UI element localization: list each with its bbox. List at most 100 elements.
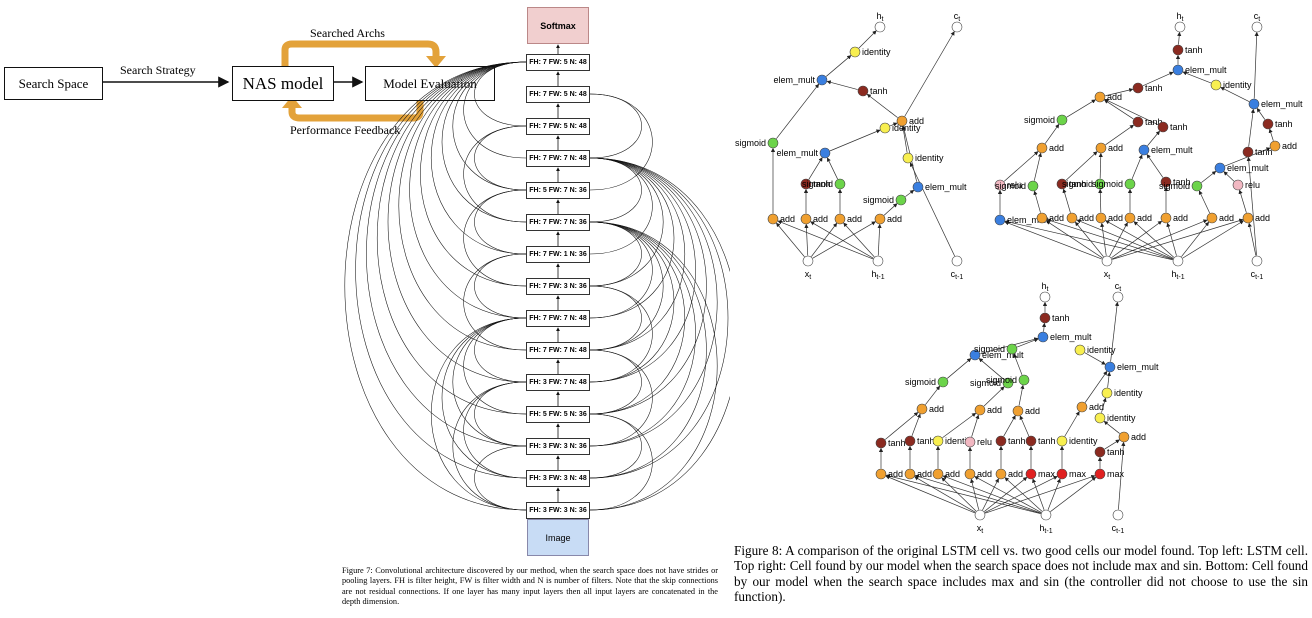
lstm-node-identity	[1094, 412, 1106, 424]
lstm-node-label: identity	[1107, 413, 1136, 423]
lstm-edge	[1118, 441, 1126, 510]
lstm-node-label: add	[1255, 213, 1270, 223]
lstm-edge	[1050, 476, 1097, 512]
lstm-edge	[1253, 31, 1259, 99]
nas-pipeline-diagram	[103, 40, 446, 122]
lstm-node-label: add	[1173, 213, 1188, 223]
lstm-node-tanh	[904, 435, 916, 447]
lstm-edge	[829, 129, 881, 152]
lstm-edge	[885, 474, 1041, 515]
lstm-edge	[889, 122, 898, 127]
lstm-node-label: add	[929, 404, 944, 414]
lstm-node-label: elem_mult	[1261, 99, 1303, 109]
lstm-edge	[1066, 99, 1096, 118]
lstm-node-add	[932, 468, 944, 480]
lstm-node-max	[1056, 468, 1068, 480]
cnn-skip-connection	[463, 125, 527, 223]
lstm-edge	[1004, 219, 1173, 261]
lstm-edge	[1268, 128, 1274, 141]
lstm-node-x-t	[974, 509, 986, 521]
lstm-node-h-t	[1174, 21, 1186, 33]
lstm-edge	[1198, 190, 1210, 214]
lstm-edge	[1003, 415, 1016, 437]
lstm-node-label: sigmoid	[995, 181, 1026, 191]
lstm-node-label: identity	[1069, 436, 1098, 446]
lstm-io-label: ct-1	[1251, 269, 1264, 281]
lstm-node-elem-mult	[994, 214, 1006, 226]
lstm-node-elem-mult	[816, 74, 828, 86]
lstm-node-sigmoid	[895, 194, 907, 206]
lstm-node-identity	[1074, 344, 1086, 356]
lstm-node-sigmoid	[1006, 343, 1018, 355]
lstm-node-label: add	[887, 214, 902, 224]
lstm-edge	[1046, 220, 1103, 259]
lstm-edge	[982, 478, 999, 511]
lstm-node-elem-mult	[1172, 64, 1184, 76]
lstm-node-label: tanh	[917, 436, 935, 446]
cnn-layer-11: FH: 3 FW: 7 N: 48	[526, 374, 590, 391]
lstm-edge	[914, 474, 1041, 514]
lstm-node-label: add	[909, 116, 924, 126]
lstm-node-label: tanh	[1170, 122, 1188, 132]
lstm-node-label: add	[1049, 213, 1064, 223]
lstm-node-label: identity	[892, 123, 921, 133]
lstm-node-label: tanh	[1052, 313, 1070, 323]
lstm-edge	[810, 221, 874, 259]
lstm-edge	[978, 358, 1005, 380]
cnn-layer-8: FH: 7 FW: 3 N: 36	[526, 278, 590, 295]
cnn-skip-connection	[430, 61, 527, 255]
lstm-node-label: add	[1137, 213, 1152, 223]
lstm-node-identity	[879, 122, 891, 134]
search-space-box: Search Space	[4, 67, 103, 100]
lstm-node-c-t-1	[1251, 255, 1263, 267]
lstm-edge	[971, 414, 980, 437]
cnn-skip-connection	[474, 445, 527, 511]
lstm-node-label: add	[987, 405, 1002, 415]
lstm-edge	[1133, 221, 1175, 258]
lstm-node-label: add	[813, 214, 828, 224]
lstm-node-add	[904, 468, 916, 480]
cnn-skip-connection	[463, 317, 527, 415]
lstm-node-label: add	[1107, 92, 1122, 102]
lstm-edge	[1104, 99, 1134, 120]
lstm-node-add	[834, 213, 846, 225]
lstm-node-label: elem_mult	[1007, 215, 1049, 225]
lstm-node-label: relu	[1007, 180, 1022, 190]
lstm-edge	[1098, 188, 1103, 213]
lstm-node-add	[1242, 212, 1254, 224]
lstm-io-label: ct-1	[1112, 523, 1125, 535]
cnn-skip-connection	[398, 61, 527, 351]
lstm-node-label: tanh	[813, 179, 831, 189]
performance-feedback-label: Performance Feedback	[290, 123, 401, 137]
lstm-node-add	[1124, 212, 1136, 224]
lstm-node-sigmoid	[1027, 180, 1039, 192]
lstm-node-label: elem_mult	[982, 350, 1024, 360]
lstm-node-add	[875, 468, 887, 480]
lstm-node-label: max	[1069, 469, 1087, 479]
lstm-edge	[776, 222, 805, 257]
model-evaluation-box: Model Evaluation	[365, 66, 495, 101]
lstm-edge	[909, 162, 955, 257]
lstm-io-label: ht	[877, 11, 884, 23]
lstm-node-label: sigmoid	[1062, 179, 1093, 189]
lstm-node-x-t	[802, 255, 814, 267]
cnn-layer-13: FH: 3 FW: 3 N: 36	[526, 438, 590, 455]
lstm-node-add	[964, 468, 976, 480]
lstm-node-identity	[1210, 79, 1222, 91]
lstm-edge	[1166, 222, 1177, 256]
lstm-node-label: identity	[1114, 388, 1143, 398]
lstm-node-label: add	[945, 469, 960, 479]
lstm-node-label: tanh	[1008, 436, 1026, 446]
cnn-skip-connection	[589, 221, 653, 319]
lstm-node-sigmoid	[834, 178, 846, 190]
lstm-node-label: sigmoid	[974, 344, 1005, 354]
lstm-node-label: max	[1038, 469, 1056, 479]
lstm-node-tanh	[1056, 178, 1068, 190]
cnn-skip-connections	[344, 44, 730, 521]
cnn-skip-connection	[589, 221, 718, 511]
cnn-skip-connection	[589, 413, 653, 511]
lstm-io-label: ct	[954, 11, 961, 23]
lstm-edge	[946, 358, 972, 379]
lstm-edge	[1182, 71, 1212, 84]
lstm-node-label: elem_mult	[773, 75, 815, 85]
